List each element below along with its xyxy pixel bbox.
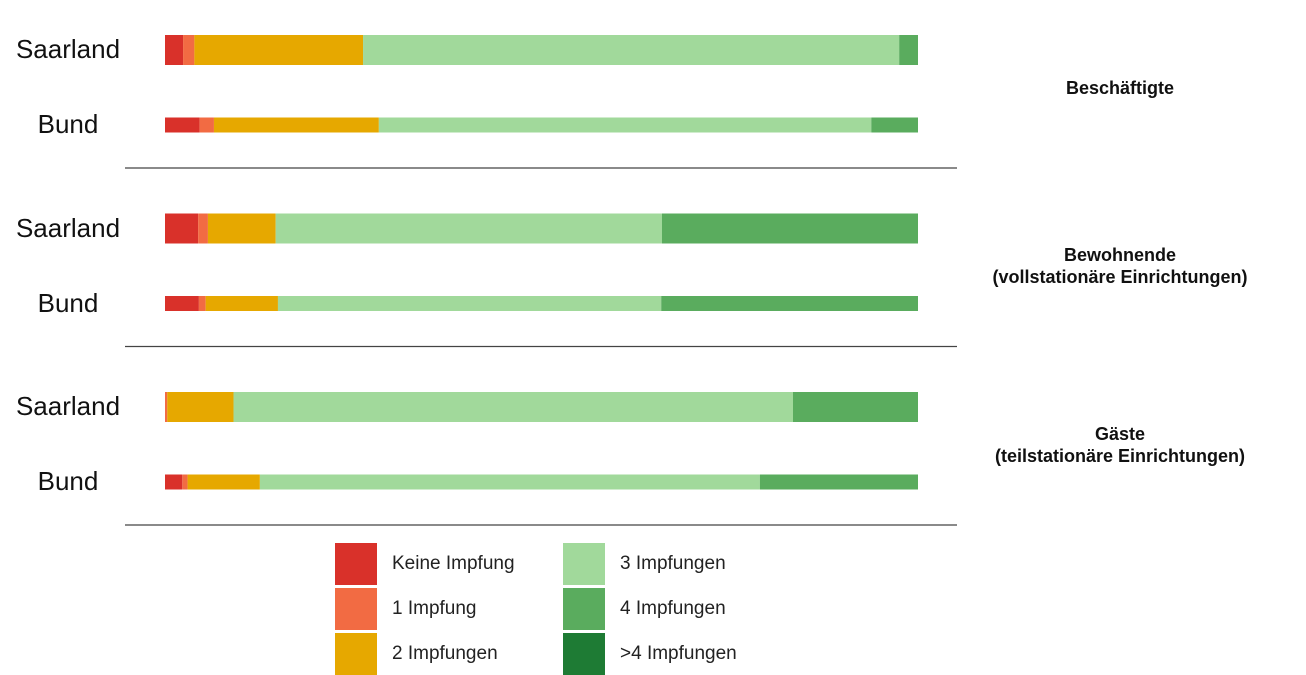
category-label: Bund bbox=[37, 287, 99, 318]
bar-segment bbox=[899, 35, 918, 65]
bar-segment bbox=[213, 117, 379, 133]
bar-segment bbox=[198, 213, 208, 244]
bar-segment bbox=[661, 296, 918, 311]
bar-segment bbox=[207, 213, 276, 244]
category-label: Bund bbox=[37, 109, 99, 139]
legend-label: 1 Impfung bbox=[392, 598, 477, 619]
category-label: Bund bbox=[37, 466, 99, 496]
bar-segment bbox=[165, 474, 183, 490]
bar-segment bbox=[363, 35, 900, 65]
legend-swatch bbox=[335, 633, 377, 675]
legend-swatch bbox=[335, 543, 377, 585]
bar-segment bbox=[277, 296, 662, 311]
legend-label: Keine Impfung bbox=[392, 553, 515, 574]
legend-label: 4 Impfungen bbox=[620, 598, 726, 619]
bar-segment bbox=[183, 35, 195, 65]
bar-segment bbox=[275, 213, 662, 244]
bar-segment bbox=[793, 392, 918, 422]
bar-segment bbox=[165, 35, 184, 65]
category-label: Saarland bbox=[15, 391, 121, 421]
bar-segment bbox=[233, 392, 794, 422]
category-label: Saarland bbox=[15, 34, 121, 64]
bar-segment bbox=[165, 392, 168, 422]
bar-segment bbox=[194, 35, 364, 65]
bar-segment bbox=[198, 296, 206, 311]
legend-label: >4 Impfungen bbox=[620, 643, 737, 664]
group-label: Beschäftigte bbox=[1065, 77, 1175, 98]
legend-label: 2 Impfungen bbox=[392, 643, 498, 664]
bar-segment bbox=[259, 474, 760, 490]
bar-segment bbox=[167, 392, 234, 422]
bar-segment bbox=[378, 117, 872, 133]
category-label: Saarland bbox=[15, 212, 121, 243]
group-label: Gäste (teilstationäre Einrichtungen) bbox=[994, 423, 1246, 466]
group-label: Bewohnende (vollstationäre Einrichtungen… bbox=[992, 245, 1248, 287]
legend-label: 3 Impfungen bbox=[620, 553, 726, 574]
legend-swatch bbox=[335, 588, 377, 630]
bar-segment bbox=[661, 213, 918, 244]
bar-segment bbox=[165, 296, 199, 311]
bar-segment bbox=[182, 474, 188, 490]
bar-segment bbox=[187, 474, 260, 490]
legend-swatch bbox=[563, 633, 605, 675]
bar-segment bbox=[165, 213, 199, 244]
bar-segment bbox=[205, 296, 278, 311]
bar-segment bbox=[199, 117, 214, 133]
legend-swatch bbox=[563, 588, 605, 630]
bar-segment bbox=[871, 117, 918, 133]
legend-swatch bbox=[563, 543, 605, 585]
bar-segment bbox=[165, 117, 200, 133]
bar-segment bbox=[759, 474, 918, 490]
